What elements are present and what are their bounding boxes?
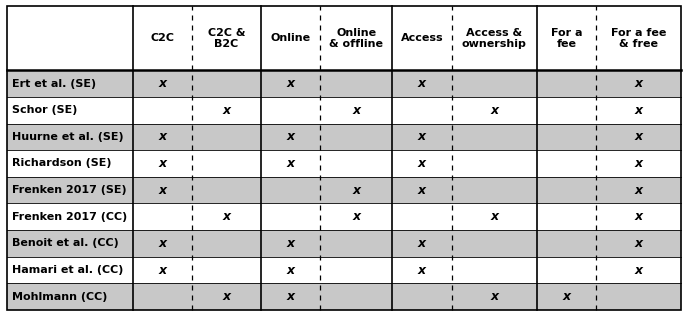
Text: x: x [222,290,230,303]
Text: x: x [418,184,426,197]
Text: Access &
ownership: Access & ownership [462,27,526,49]
Text: Online
& offline: Online & offline [330,27,383,49]
Text: x: x [286,290,294,303]
Text: x: x [158,184,166,197]
Text: C2C &
B2C: C2C & B2C [208,27,245,49]
Bar [7,123,681,150]
Text: x: x [286,237,294,250]
Text: Schor (SE): Schor (SE) [12,105,78,115]
Text: x: x [634,264,643,276]
Text: x: x [286,130,294,143]
Bar [7,230,681,257]
Text: x: x [634,184,643,197]
Text: x: x [418,157,426,170]
Text: x: x [286,264,294,276]
Text: x: x [418,130,426,143]
Text: x: x [352,104,361,117]
Text: Access: Access [400,33,443,43]
Bar [7,150,681,177]
Bar [7,6,681,70]
Text: x: x [634,130,643,143]
Text: x: x [634,157,643,170]
Text: x: x [490,290,498,303]
Text: x: x [634,104,643,117]
Text: x: x [634,77,643,90]
Text: x: x [490,210,498,223]
Bar [7,70,681,97]
Text: x: x [158,237,166,250]
Text: Hamari et al. (CC): Hamari et al. (CC) [12,265,124,275]
Text: x: x [286,157,294,170]
Text: x: x [286,77,294,90]
Text: Benoit et al. (CC): Benoit et al. (CC) [12,238,119,248]
Text: Ert et al. (SE): Ert et al. (SE) [12,78,96,89]
Text: x: x [352,210,361,223]
Text: Online: Online [270,33,310,43]
Text: x: x [158,157,166,170]
Text: Huurne et al. (SE): Huurne et al. (SE) [12,132,124,142]
Text: Mohlmann (CC): Mohlmann (CC) [12,292,108,302]
Text: x: x [222,210,230,223]
Text: x: x [158,264,166,276]
Text: x: x [418,264,426,276]
Bar [7,257,681,283]
Bar [7,203,681,230]
Text: x: x [418,237,426,250]
Text: Richardson (SE): Richardson (SE) [12,159,112,169]
Text: For a
fee: For a fee [550,27,582,49]
Bar [7,283,681,310]
Text: x: x [634,237,643,250]
Text: x: x [158,130,166,143]
Text: x: x [562,290,570,303]
Text: x: x [158,77,166,90]
Bar [7,177,681,203]
Text: x: x [418,77,426,90]
Text: x: x [634,210,643,223]
Text: Frenken 2017 (SE): Frenken 2017 (SE) [12,185,127,195]
Text: Frenken 2017 (CC): Frenken 2017 (CC) [12,212,128,222]
Text: x: x [490,104,498,117]
Bar [7,97,681,123]
Text: x: x [352,184,361,197]
Text: C2C: C2C [150,33,174,43]
Text: x: x [222,104,230,117]
Text: For a fee
& free: For a fee & free [611,27,666,49]
